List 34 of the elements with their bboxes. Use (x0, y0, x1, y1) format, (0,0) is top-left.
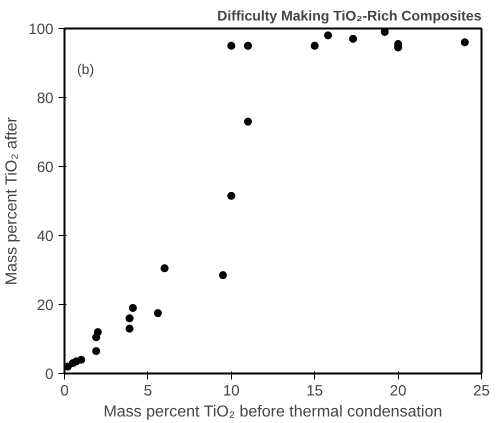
point (227, 192, 236, 200)
point (126, 324, 134, 333)
point (77, 356, 86, 364)
x-axis-title: Mass percent TiO₂ before thermal condensation (103, 404, 442, 420)
point (92, 347, 100, 356)
x-tick-label: 0 (60, 382, 69, 400)
point (460, 38, 469, 46)
y-tick-label: 40 (36, 228, 54, 245)
point (244, 42, 252, 50)
point (227, 42, 236, 50)
y-tick-label: 100 (28, 21, 54, 38)
y-tick-label: 0 (45, 366, 54, 383)
y-tick-label: 20 (36, 297, 54, 314)
point (380, 28, 389, 36)
point (349, 34, 358, 43)
x-tick-label: 5 (144, 382, 152, 400)
annotation: (b) (77, 60, 94, 77)
chart-title: Difficulty Making TiO₂-Rich Composites (217, 8, 482, 24)
point (324, 31, 332, 40)
point (126, 314, 134, 322)
y-axis-title: Mass percent TiO₂ after (3, 116, 20, 286)
x-tick-label: 10 (222, 382, 240, 400)
point (160, 264, 169, 272)
point (244, 118, 252, 126)
point (154, 309, 162, 318)
point (94, 328, 102, 336)
x-tick-label: 25 (473, 382, 490, 400)
x-tick-label: 15 (306, 382, 324, 400)
y-tick-label: 60 (36, 159, 54, 176)
point (128, 304, 137, 312)
point (310, 42, 319, 50)
x-tick-label: 20 (390, 382, 406, 400)
y-tick-label: 80 (36, 90, 54, 107)
point (218, 271, 227, 280)
